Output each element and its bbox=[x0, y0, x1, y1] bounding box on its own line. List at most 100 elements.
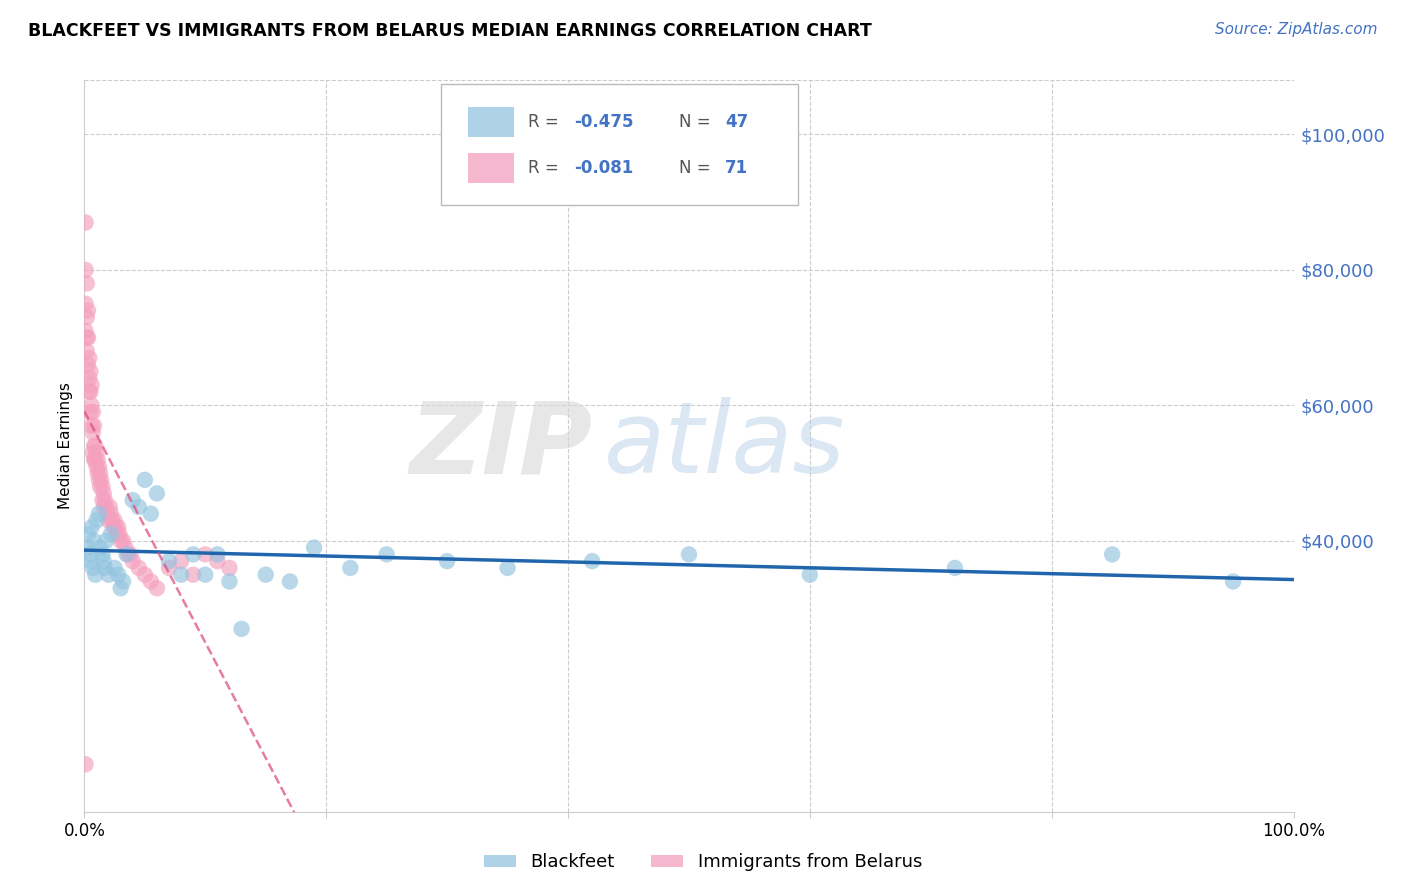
Text: R =: R = bbox=[529, 113, 564, 131]
Point bbox=[112, 533, 135, 548]
Point bbox=[96, 507, 118, 521]
Point bbox=[799, 567, 821, 582]
Text: ZIP: ZIP bbox=[409, 398, 592, 494]
Point bbox=[94, 533, 117, 548]
Point bbox=[1222, 574, 1244, 589]
Point bbox=[77, 547, 100, 561]
Point bbox=[104, 561, 127, 575]
Point bbox=[105, 527, 128, 541]
Point bbox=[80, 378, 103, 392]
Point bbox=[94, 493, 117, 508]
Point bbox=[115, 547, 138, 561]
Point bbox=[678, 547, 700, 561]
Point bbox=[103, 520, 125, 534]
Point bbox=[75, 263, 97, 277]
Point bbox=[75, 215, 97, 229]
Point bbox=[86, 466, 108, 480]
Point bbox=[104, 520, 127, 534]
Point bbox=[91, 547, 114, 561]
Point bbox=[120, 547, 142, 561]
Point bbox=[94, 561, 117, 575]
Point bbox=[83, 452, 105, 467]
Point bbox=[97, 567, 120, 582]
Point bbox=[218, 561, 240, 575]
Point bbox=[84, 567, 107, 582]
Point bbox=[79, 364, 101, 378]
Text: N =: N = bbox=[679, 113, 716, 131]
Point bbox=[79, 554, 101, 568]
Point bbox=[77, 331, 100, 345]
Point bbox=[86, 452, 108, 467]
Point bbox=[146, 581, 169, 595]
Point bbox=[91, 480, 114, 494]
Point bbox=[128, 561, 150, 575]
Point bbox=[146, 486, 169, 500]
Point bbox=[121, 493, 143, 508]
Text: R =: R = bbox=[529, 159, 564, 177]
Point bbox=[943, 561, 966, 575]
Point bbox=[76, 277, 98, 291]
Point bbox=[207, 547, 229, 561]
Point bbox=[86, 446, 108, 460]
Point bbox=[98, 500, 121, 514]
Point bbox=[90, 473, 112, 487]
Point bbox=[89, 466, 111, 480]
Point bbox=[86, 459, 108, 474]
Point bbox=[77, 351, 100, 365]
Text: -0.475: -0.475 bbox=[574, 113, 634, 131]
Point bbox=[194, 567, 217, 582]
Point bbox=[170, 567, 193, 582]
Point bbox=[139, 507, 162, 521]
Point bbox=[83, 418, 105, 433]
Point bbox=[79, 405, 101, 419]
Point bbox=[86, 514, 108, 528]
Point bbox=[89, 480, 111, 494]
FancyBboxPatch shape bbox=[441, 84, 797, 204]
Point bbox=[87, 507, 110, 521]
Bar bbox=[468, 153, 513, 183]
Point bbox=[107, 567, 129, 582]
Point bbox=[181, 547, 204, 561]
Text: 47: 47 bbox=[725, 113, 748, 131]
Point bbox=[278, 574, 301, 589]
Point bbox=[121, 554, 143, 568]
Point bbox=[83, 533, 105, 548]
Point bbox=[75, 324, 97, 338]
Point bbox=[157, 561, 180, 575]
Point bbox=[75, 757, 97, 772]
Point bbox=[76, 331, 98, 345]
Point bbox=[157, 554, 180, 568]
Point bbox=[97, 514, 120, 528]
Point bbox=[134, 567, 156, 582]
Point bbox=[114, 541, 136, 555]
Point bbox=[77, 527, 100, 541]
Point bbox=[231, 622, 253, 636]
Point bbox=[87, 459, 110, 474]
Point bbox=[76, 344, 98, 359]
Point bbox=[100, 527, 122, 541]
Legend: Blackfeet, Immigrants from Belarus: Blackfeet, Immigrants from Belarus bbox=[477, 847, 929, 879]
Point bbox=[91, 493, 114, 508]
Text: BLACKFEET VS IMMIGRANTS FROM BELARUS MEDIAN EARNINGS CORRELATION CHART: BLACKFEET VS IMMIGRANTS FROM BELARUS MED… bbox=[28, 22, 872, 40]
Point bbox=[117, 547, 139, 561]
Point bbox=[207, 554, 229, 568]
Point bbox=[76, 541, 98, 555]
Point bbox=[93, 486, 115, 500]
Point bbox=[110, 581, 132, 595]
Point bbox=[1101, 547, 1123, 561]
Text: Source: ZipAtlas.com: Source: ZipAtlas.com bbox=[1215, 22, 1378, 37]
Point bbox=[77, 384, 100, 399]
Point bbox=[94, 500, 117, 514]
Text: atlas: atlas bbox=[605, 398, 846, 494]
Point bbox=[76, 310, 98, 325]
Point bbox=[84, 439, 107, 453]
Point bbox=[84, 452, 107, 467]
Point bbox=[375, 547, 398, 561]
Point bbox=[302, 541, 325, 555]
Point bbox=[496, 561, 519, 575]
Point bbox=[77, 303, 100, 318]
Text: -0.081: -0.081 bbox=[574, 159, 633, 177]
Point bbox=[87, 473, 110, 487]
Point bbox=[83, 439, 105, 453]
Point bbox=[218, 574, 240, 589]
